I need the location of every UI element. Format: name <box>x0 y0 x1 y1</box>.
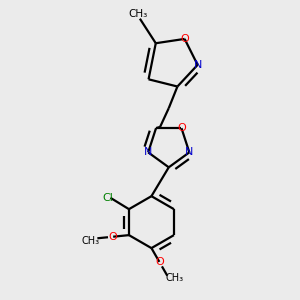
Text: CH₃: CH₃ <box>165 273 184 283</box>
Text: O: O <box>180 34 189 44</box>
Text: CH₃: CH₃ <box>128 8 147 19</box>
Text: N: N <box>194 60 202 70</box>
Text: Cl: Cl <box>103 193 114 203</box>
Text: CH₃: CH₃ <box>81 236 99 246</box>
Text: N: N <box>185 147 194 158</box>
Text: O: O <box>155 257 164 267</box>
Text: O: O <box>177 123 186 133</box>
Text: O: O <box>109 232 118 242</box>
Text: N: N <box>144 147 152 158</box>
